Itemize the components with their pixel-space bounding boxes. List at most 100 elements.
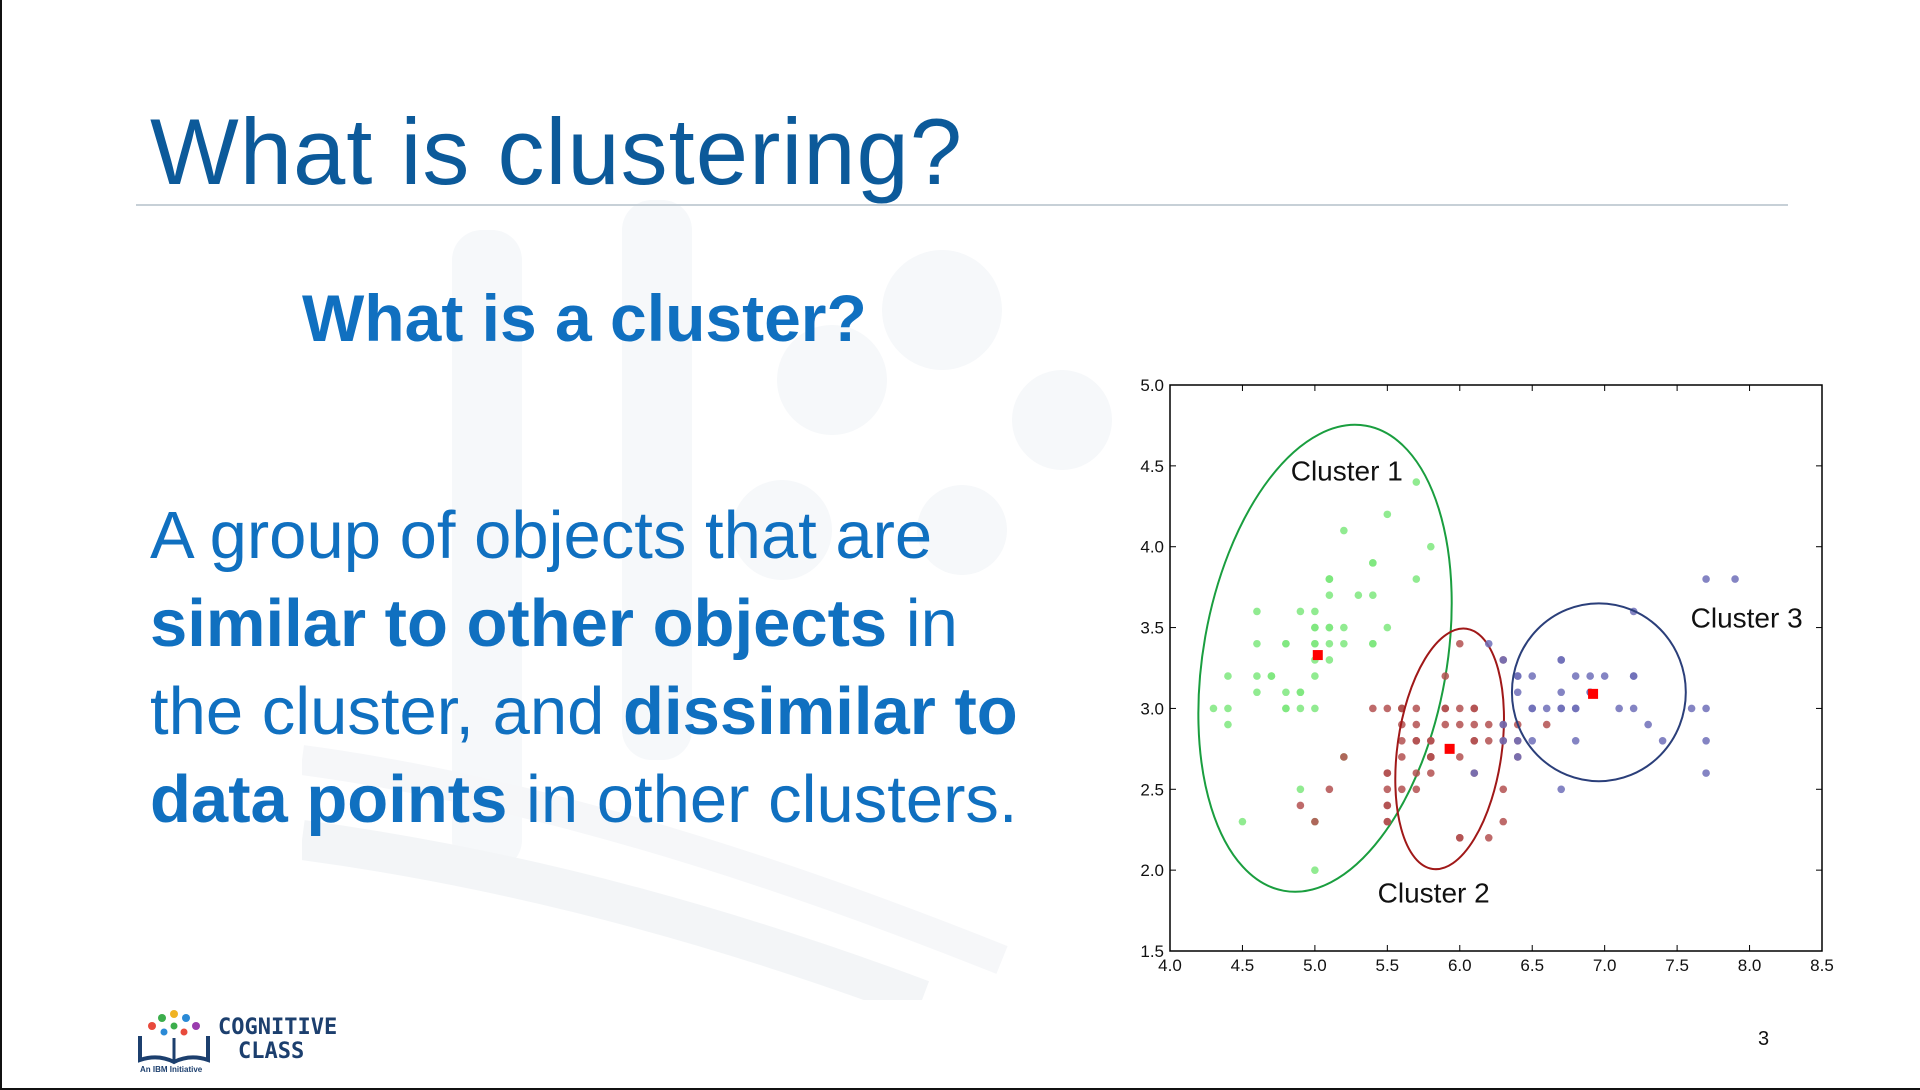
cluster-1-point-10 [1369, 591, 1377, 600]
cluster-1-point-4 [1311, 607, 1319, 616]
cluster-2-point-37 [1325, 785, 1334, 794]
cluster-2-point-33 [1398, 753, 1406, 761]
cluster-1-point-29 [1267, 672, 1276, 680]
cluster-1-point-23 [1325, 656, 1334, 664]
cluster-1-point-34 [1296, 688, 1305, 697]
cluster-2-centroid [1444, 743, 1455, 754]
cluster-2-point-28 [1383, 785, 1392, 794]
cluster-1-point-33 [1383, 510, 1392, 519]
cluster-3-point-27 [1557, 704, 1565, 713]
cluster-2-point-38 [1412, 736, 1421, 745]
cluster-3-point-14 [1702, 736, 1710, 745]
cluster-3-point-30 [1528, 672, 1537, 680]
cluster-1-point-16 [1369, 559, 1377, 567]
cluster-1-point-27 [1340, 623, 1348, 632]
cluster-3-point-29 [1484, 639, 1493, 648]
cluster-2-point-14 [1441, 672, 1450, 680]
cluster-2-point-35 [1412, 720, 1421, 729]
cluster-1-point-43 [1311, 623, 1319, 632]
cluster-1-point-28 [1340, 639, 1348, 648]
cluster-1-point-14 [1427, 542, 1435, 551]
x-tick-label-2: 5.0 [1303, 956, 1327, 975]
cluster-3-point-13 [1586, 672, 1594, 680]
y-tick-label-7: 5.0 [1140, 376, 1164, 395]
cluster-2-point-51 [1427, 736, 1435, 745]
cluster-1-point-38 [1224, 704, 1232, 713]
cluster-3-point-3 [1528, 736, 1537, 745]
slide-title: What is clustering? [150, 99, 964, 204]
y-tick-label-6: 4.5 [1140, 457, 1164, 476]
cluster-2-point-31 [1427, 769, 1435, 777]
cluster-1-point-50 [1296, 785, 1305, 794]
cluster-2-point-13 [1398, 785, 1406, 794]
cluster-1-point-3 [1253, 688, 1261, 697]
cluster-2-point-42 [1455, 834, 1464, 842]
cluster-2-point-5 [1340, 753, 1348, 761]
cluster-3-point-21 [1499, 736, 1508, 745]
cluster-1-point-18 [1412, 575, 1421, 583]
x-tick-label-1: 4.5 [1231, 956, 1255, 975]
cluster-3-point-38 [1513, 753, 1522, 761]
definition-part-1: A group of objects that are [150, 498, 933, 573]
cluster-1-point-36 [1383, 623, 1392, 632]
title-divider [136, 204, 1788, 206]
cluster-3-point-22 [1470, 769, 1479, 777]
cluster-1-point-42 [1224, 672, 1232, 680]
cluster-1-point-17 [1325, 623, 1334, 632]
cluster-2-point-50 [1412, 785, 1421, 794]
cluster-2-point-26 [1499, 817, 1508, 826]
cluster-2-point-54 [1383, 769, 1392, 777]
x-tick-label-7: 7.5 [1665, 956, 1689, 975]
cluster-1-point-35 [1311, 672, 1319, 680]
cluster-1-point-8 [1224, 720, 1232, 729]
x-tick-label-5: 6.5 [1520, 956, 1544, 975]
cluster-2-point-43 [1484, 736, 1493, 745]
cluster-1-point-41 [1238, 817, 1247, 826]
cluster-2-point-21 [1383, 801, 1392, 810]
cluster-1-point-30 [1282, 688, 1290, 697]
cluster-3-point-5 [1557, 688, 1565, 697]
x-tick-label-3: 5.5 [1376, 956, 1400, 975]
cluster-1-point-48 [1354, 591, 1363, 600]
cluster-3-point-36 [1557, 785, 1565, 794]
cluster-3-point-33 [1528, 704, 1537, 713]
y-tick-label-4: 3.5 [1140, 619, 1164, 638]
cluster-1-point-21 [1325, 591, 1334, 600]
cluster-1-point-13 [1209, 704, 1218, 713]
cluster-1-point-25 [1311, 704, 1319, 713]
cluster-2-point-12 [1484, 834, 1493, 842]
cluster-1-point-24 [1282, 639, 1290, 648]
cluster-1-point-1 [1296, 704, 1305, 713]
y-tick-label-5: 4.0 [1140, 538, 1164, 557]
cluster-1-point-32 [1340, 526, 1348, 535]
cluster-2-point-17 [1470, 736, 1479, 745]
cluster-2-point-25 [1455, 639, 1464, 648]
x-tick-label-9: 8.5 [1810, 956, 1834, 975]
cluster-3-point-19 [1731, 575, 1739, 583]
cluster-3-point-35 [1644, 720, 1652, 729]
cognitive-class-logo: COGNITIVE CLASS An IBM Initiative [138, 1010, 337, 1074]
cluster-2-point-48 [1455, 704, 1464, 713]
cluster-3-point-39 [1571, 704, 1580, 713]
cluster-1-point-31 [1369, 639, 1377, 648]
y-tick-label-1: 2.0 [1140, 861, 1164, 880]
cluster-3-point-18 [1658, 736, 1667, 745]
cluster-2-point-59 [1383, 704, 1392, 713]
cluster-1-centroid [1312, 650, 1323, 661]
cluster-2-ellipse [1394, 627, 1505, 871]
cluster-scatter-chart: 4.0 4.5 5.0 5.5 6.0 6.5 7.0 7.5 8.0 8.5 1.5 2.0 2.5 3… [1140, 376, 1834, 975]
cluster-3-point-0 [1600, 672, 1609, 680]
logo-tagline: An IBM Initiative [140, 1065, 203, 1074]
cluster-3-point-11 [1702, 575, 1710, 583]
cluster-3-point-40 [1571, 736, 1580, 745]
cluster-2-point-23 [1455, 753, 1464, 761]
page-number: 3 [1758, 1028, 1770, 1050]
book-tree-icon [138, 1010, 210, 1065]
cluster-2-label: Cluster 2 [1378, 877, 1490, 908]
cluster-1-point-6 [1253, 639, 1261, 648]
cluster-1-point-46 [1325, 575, 1334, 583]
cluster-3-point-34 [1687, 704, 1696, 713]
definition-part-3: in other clusters. [507, 762, 1018, 837]
definition-text: A group of objects that are similar to o… [150, 492, 1050, 844]
cluster-3-label: Cluster 3 [1691, 603, 1803, 634]
